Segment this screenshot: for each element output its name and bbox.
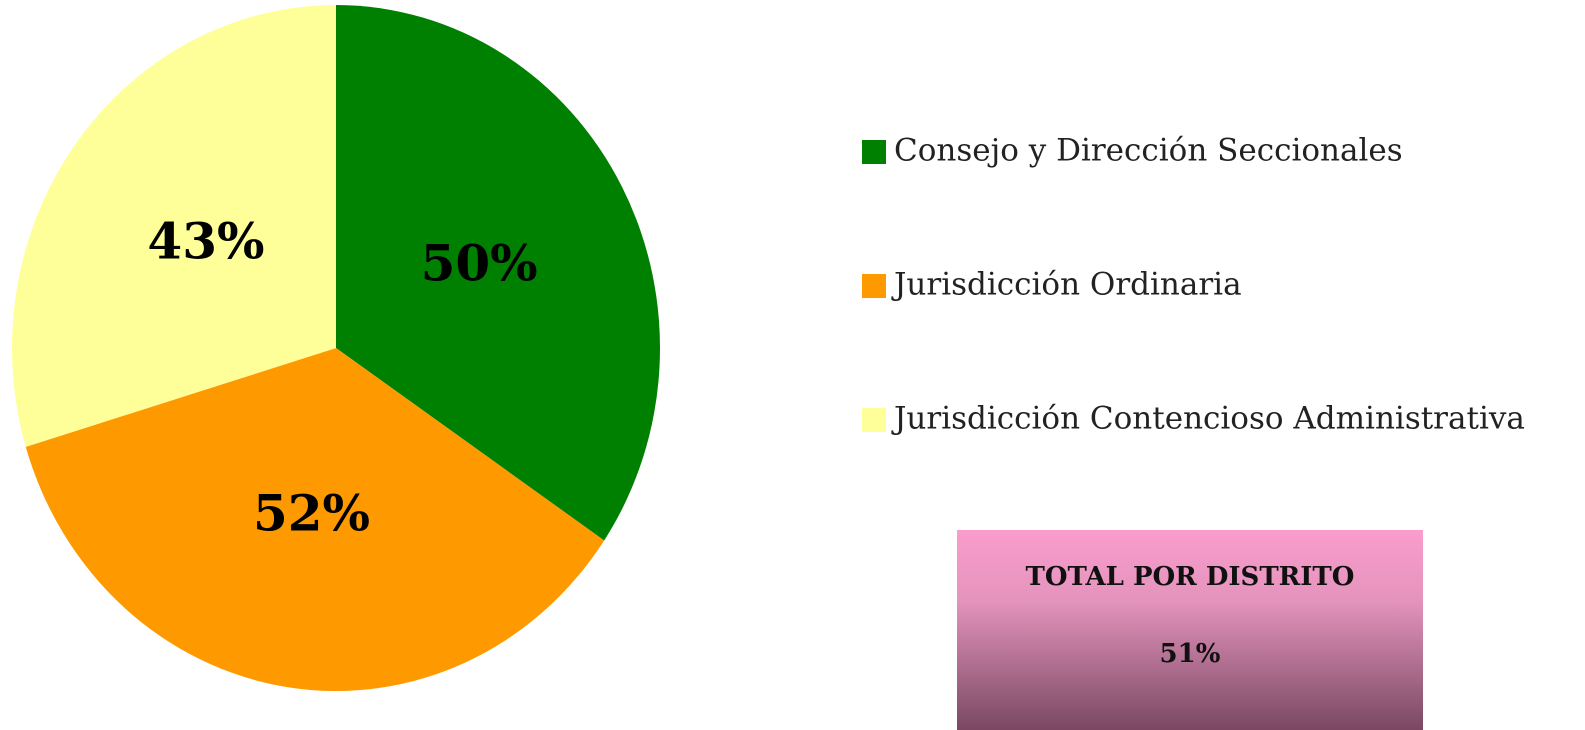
pie-slice: [336, 5, 660, 541]
legend-swatch: [862, 408, 886, 432]
slice-label: 50%: [421, 234, 538, 293]
pie-slice: [12, 5, 337, 447]
slice-label: 43%: [147, 212, 264, 271]
legend-swatch: [862, 140, 886, 164]
legend-label: Jurisdicción Ordinaria: [891, 267, 1242, 303]
summary-value: 51%: [1160, 639, 1221, 669]
legend-label: Consejo y Dirección Seccionales: [894, 133, 1403, 169]
slice-label: 52%: [253, 484, 370, 543]
legend-swatch: [862, 274, 886, 298]
pie-slice: [25, 348, 605, 692]
legend-label: Jurisdicción Contencioso Administrativa: [891, 401, 1525, 437]
summary-box: [957, 530, 1423, 730]
summary-title: TOTAL POR DISTRITO: [1026, 562, 1355, 592]
